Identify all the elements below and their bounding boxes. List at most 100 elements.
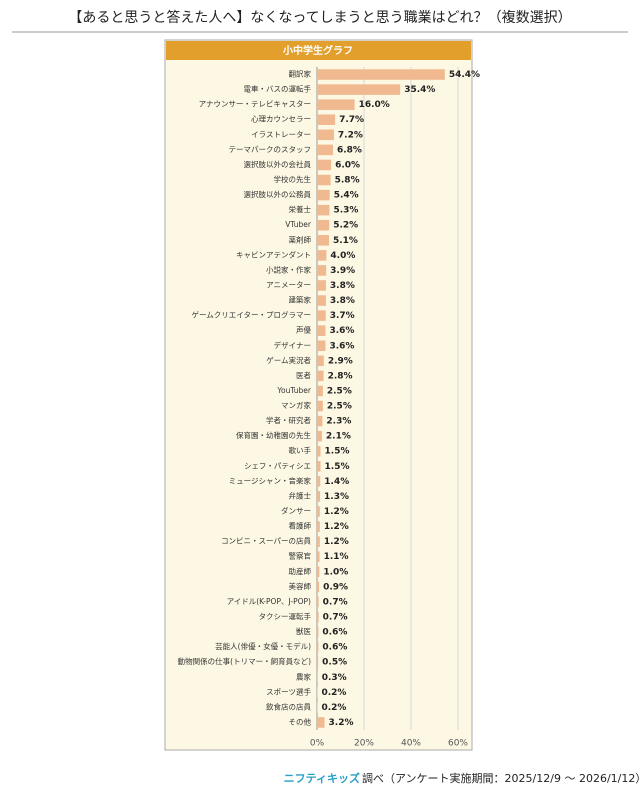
value-label: 3.8% <box>330 296 355 306</box>
bar <box>317 717 325 728</box>
y-tick-label: 保育園・幼稚園の先生 <box>236 430 311 440</box>
y-tick-label: 心理カウンセラー <box>251 115 311 124</box>
bar <box>317 235 329 246</box>
value-label: 1.2% <box>324 507 349 517</box>
source-brand: ニフティキッズ <box>284 771 360 785</box>
y-tick-label: テーマパークのスタッフ <box>229 145 312 154</box>
y-tick-label: 選択肢以外の会社員 <box>244 159 312 169</box>
value-label: 3.6% <box>329 326 354 336</box>
y-tick-label: コンビニ・スーパーの店員 <box>221 536 311 546</box>
y-tick-label: YouTuber <box>276 386 311 395</box>
value-label: 0.6% <box>322 643 347 653</box>
value-label: 16.0% <box>359 100 390 110</box>
y-tick-label: 小説家・作家 <box>266 264 311 274</box>
value-label: 0.2% <box>321 703 346 713</box>
y-tick-label: 獣医 <box>296 626 311 636</box>
bar <box>317 416 322 427</box>
value-label: 4.0% <box>330 251 355 261</box>
bar <box>317 491 320 502</box>
value-label: 0.7% <box>323 612 348 622</box>
value-label: 1.2% <box>324 522 349 532</box>
bar <box>317 446 321 457</box>
bar <box>317 84 400 95</box>
value-label: 0.3% <box>322 673 347 683</box>
bar <box>317 627 318 638</box>
y-tick-label: 薬剤師 <box>289 234 312 244</box>
bar <box>317 672 318 683</box>
bar <box>317 431 322 442</box>
y-tick-label: タクシー運転手 <box>259 611 312 621</box>
bar <box>317 130 334 141</box>
x-tick-label: 40% <box>401 739 421 749</box>
bar <box>317 250 326 261</box>
chart-subtitle: 小中学生グラフ <box>282 44 353 57</box>
x-tick-label: 0% <box>310 739 325 749</box>
value-label: 3.2% <box>329 718 354 728</box>
value-label: 2.8% <box>328 371 353 381</box>
bar <box>317 401 323 412</box>
bar <box>317 145 333 156</box>
y-tick-label: 弁護士 <box>289 490 312 500</box>
y-tick-label: マンガ家 <box>281 400 311 410</box>
value-label: 5.3% <box>333 206 358 216</box>
value-label: 5.8% <box>335 176 360 186</box>
bar <box>317 190 330 201</box>
bar <box>317 642 318 653</box>
y-tick-label: 動物関係の仕事(トリマー・飼育員など) <box>178 656 311 666</box>
value-label: 6.0% <box>335 160 360 170</box>
value-label: 1.5% <box>325 447 350 457</box>
y-tick-label: 飲食店の店員 <box>266 701 311 711</box>
value-label: 5.1% <box>333 236 358 246</box>
bar <box>317 521 320 532</box>
value-label: 5.2% <box>333 221 358 231</box>
y-tick-label: その他 <box>289 716 312 726</box>
chart-title: 【あると思うと答えた人へ】なくなってしまうと思う職業はどれ？（複数選択） <box>68 9 571 26</box>
value-label: 1.2% <box>324 537 349 547</box>
bar <box>317 476 320 487</box>
bar <box>317 114 335 125</box>
y-tick-label: ミュージシャン・音楽家 <box>229 475 312 485</box>
value-label: 0.5% <box>322 658 347 668</box>
value-label: 5.4% <box>334 191 359 201</box>
y-tick-label: 看護師 <box>289 521 312 531</box>
bar <box>317 461 321 472</box>
value-label: 7.2% <box>338 130 363 140</box>
value-label: 2.3% <box>326 417 351 427</box>
value-label: 0.7% <box>323 597 348 607</box>
y-tick-label: 選択肢以外の公務員 <box>244 189 312 199</box>
y-tick-label: 翻訳家 <box>289 69 312 79</box>
bar <box>317 175 331 186</box>
bar <box>317 536 320 547</box>
y-tick-label: 農家 <box>296 671 311 681</box>
bar <box>317 356 324 367</box>
bar <box>317 657 318 668</box>
bar <box>317 567 319 578</box>
value-label: 1.5% <box>325 462 350 472</box>
bar <box>317 310 326 321</box>
y-tick-label: アイドル(K-POP、J-POP) <box>227 597 311 606</box>
value-label: 54.4% <box>449 70 480 80</box>
bar <box>317 69 445 80</box>
y-tick-label: デザイナー <box>274 340 311 350</box>
bar <box>317 325 325 336</box>
x-tick-label: 20% <box>354 739 374 749</box>
y-tick-label: ゲーム実況者 <box>266 355 311 365</box>
y-tick-label: ダンサー <box>281 506 311 516</box>
y-tick-label: 学者・研究者 <box>266 415 311 425</box>
bar <box>317 160 331 171</box>
y-tick-label: 助産師 <box>289 566 312 576</box>
x-tick-label: 60% <box>448 739 468 749</box>
y-tick-label: 栄養士 <box>289 204 312 214</box>
value-label: 0.2% <box>321 688 346 698</box>
y-tick-label: 医者 <box>296 371 311 380</box>
value-label: 1.0% <box>323 567 348 577</box>
value-label: 3.7% <box>330 311 355 321</box>
value-label: 7.7% <box>339 115 364 125</box>
bar <box>317 205 329 216</box>
y-tick-label: キャビンアテンダント <box>236 249 311 259</box>
bar <box>317 612 319 623</box>
bar <box>317 386 323 397</box>
bar <box>317 582 319 593</box>
y-tick-label: 芸能人(俳優・女優・モデル) <box>215 641 311 651</box>
y-tick-label: 建築家 <box>289 295 312 305</box>
